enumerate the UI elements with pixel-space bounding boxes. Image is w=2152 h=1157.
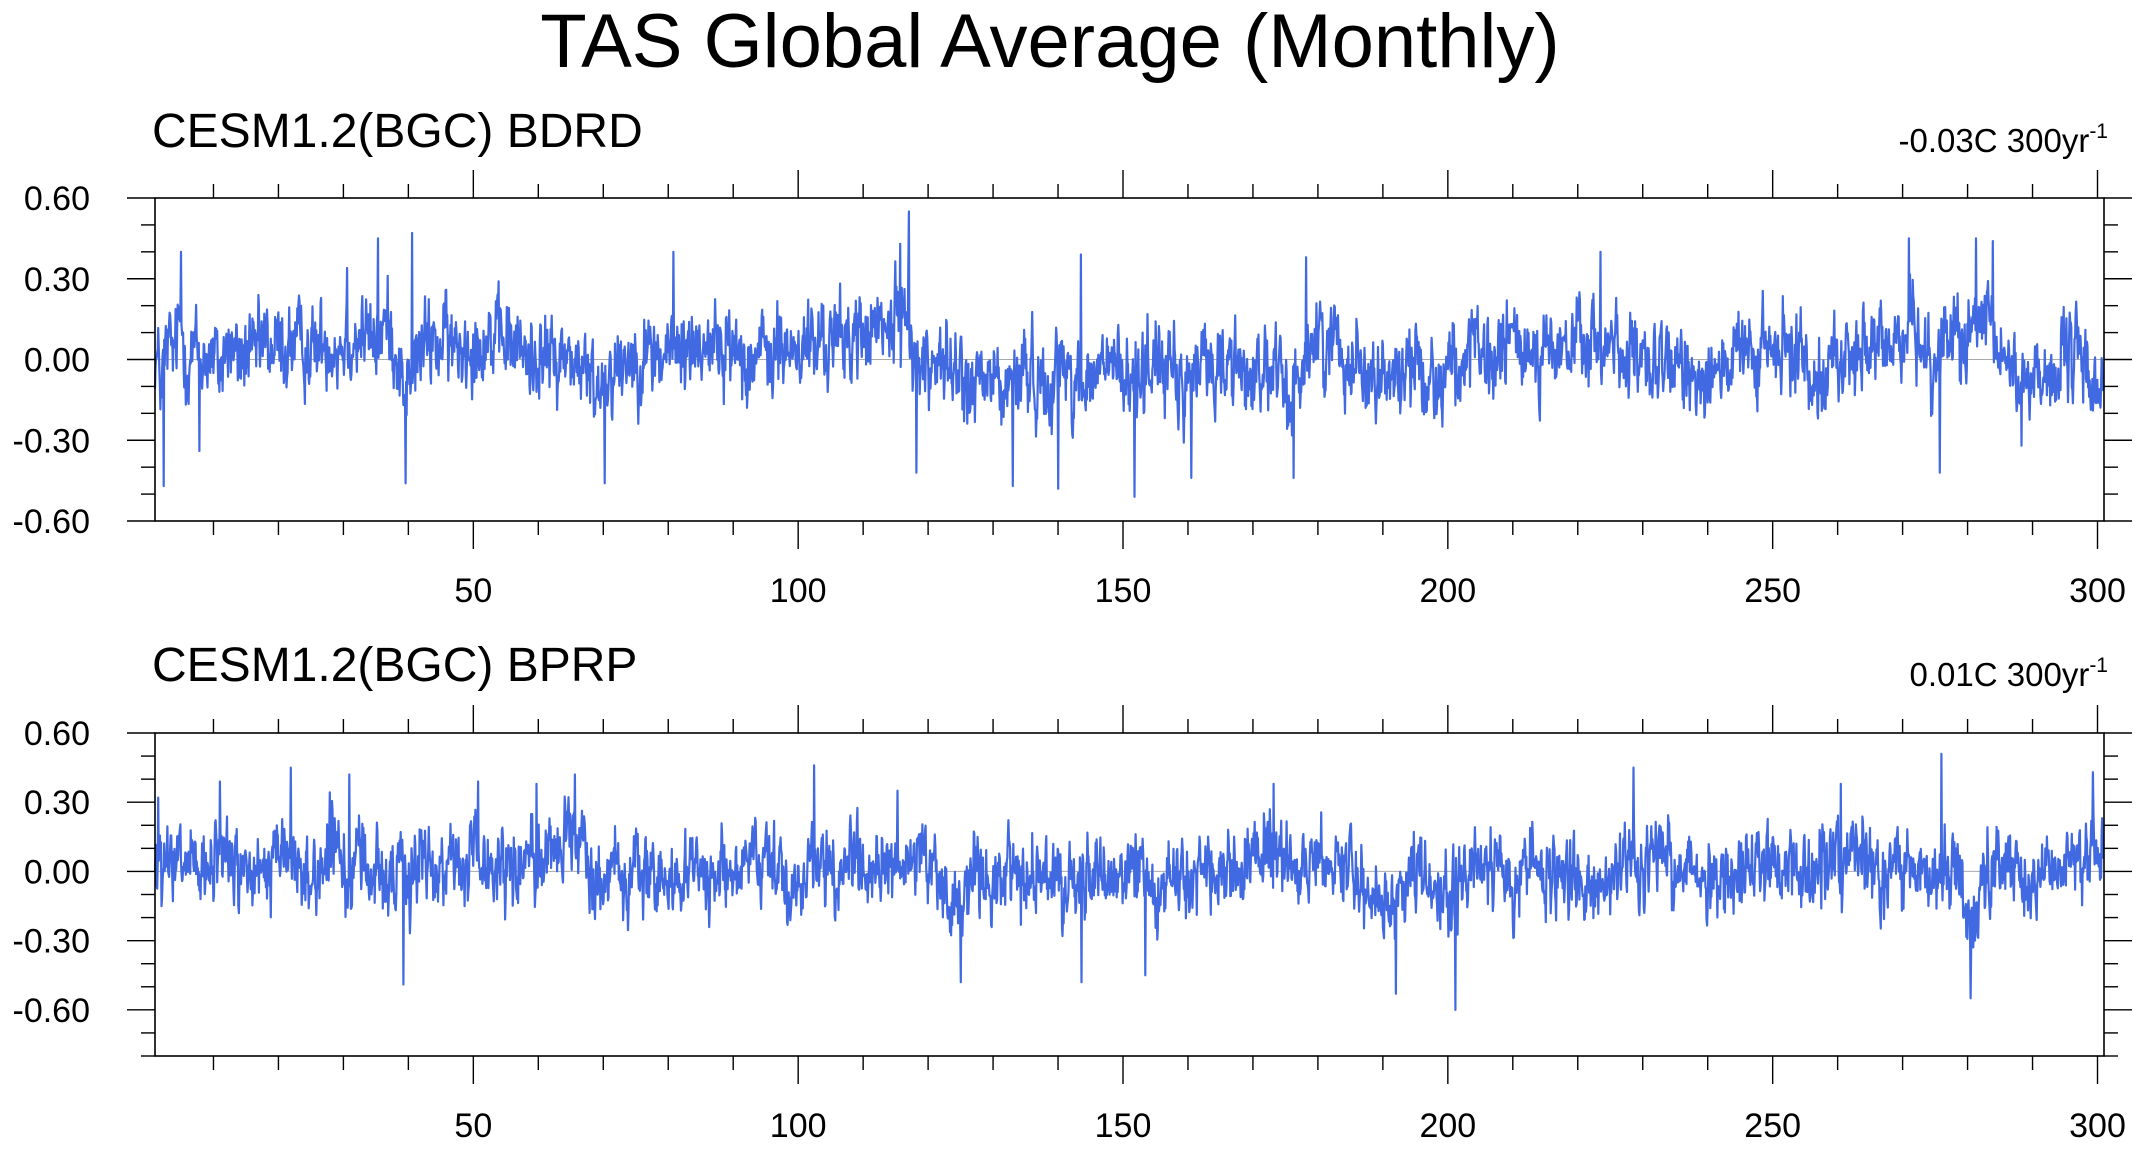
panel-1-trend: -0.03C 300yr-1 [1899, 121, 2108, 161]
panel-1-trend-value: -0.03C 300yr [1898, 122, 2090, 159]
y-tick-label: 0.60 [24, 180, 90, 218]
x-tick-label: 150 [1095, 572, 1152, 610]
x-tick-label: 300 [2069, 572, 2126, 610]
plot-frame [154, 197, 2105, 522]
y-tick-label: 0.00 [24, 342, 90, 380]
y-tick-label: 0.30 [24, 261, 90, 299]
x-tick-label: 250 [1744, 572, 1801, 610]
y-tick-label: 0.60 [24, 715, 90, 753]
panel-2-trend-value: 0.01C 300yr [1909, 656, 2090, 693]
x-tick-label: 300 [2069, 1107, 2126, 1145]
panel-1-trend-exponent: -1 [2089, 120, 2108, 143]
x-tick-label: 200 [1419, 1107, 1476, 1145]
x-tick-label: 250 [1744, 1107, 1801, 1145]
x-tick-label: 50 [454, 1107, 492, 1145]
x-tick-label: 50 [454, 572, 492, 610]
panel-2-title: CESM1.2(BGC) BPRP [152, 639, 638, 692]
y-tick-label: -0.30 [13, 422, 91, 460]
panel-2-trend: 0.01C 300yr-1 [1910, 655, 2108, 695]
plot-frame [154, 732, 2105, 1057]
x-tick-label: 150 [1095, 1107, 1152, 1145]
y-tick-label: 0.30 [24, 784, 90, 822]
panel-2-trend-exponent: -1 [2089, 654, 2108, 677]
figure-title: TAS Global Average (Monthly) [540, 0, 1560, 84]
y-tick-label: 0.00 [24, 853, 90, 891]
y-tick-label: -0.60 [13, 992, 91, 1030]
y-tick-label: -0.30 [13, 923, 91, 961]
series-line [153, 210, 2104, 498]
y-tick-label: -0.60 [13, 503, 91, 541]
series-line [153, 752, 2104, 1011]
x-tick-label: 100 [770, 572, 827, 610]
x-tick-label: 100 [770, 1107, 827, 1145]
panel-1-title: CESM1.2(BGC) BDRD [152, 105, 643, 158]
x-tick-label: 200 [1419, 572, 1476, 610]
